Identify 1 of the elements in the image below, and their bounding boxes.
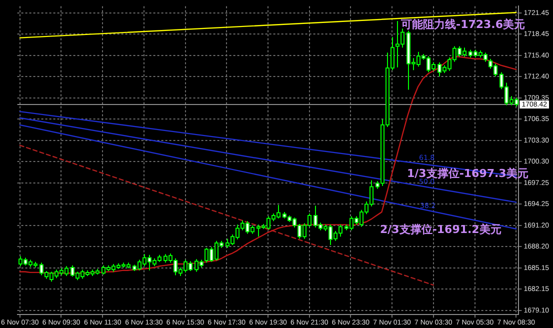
annotation: 2/3支撑位-1691.2美元: [380, 223, 502, 236]
